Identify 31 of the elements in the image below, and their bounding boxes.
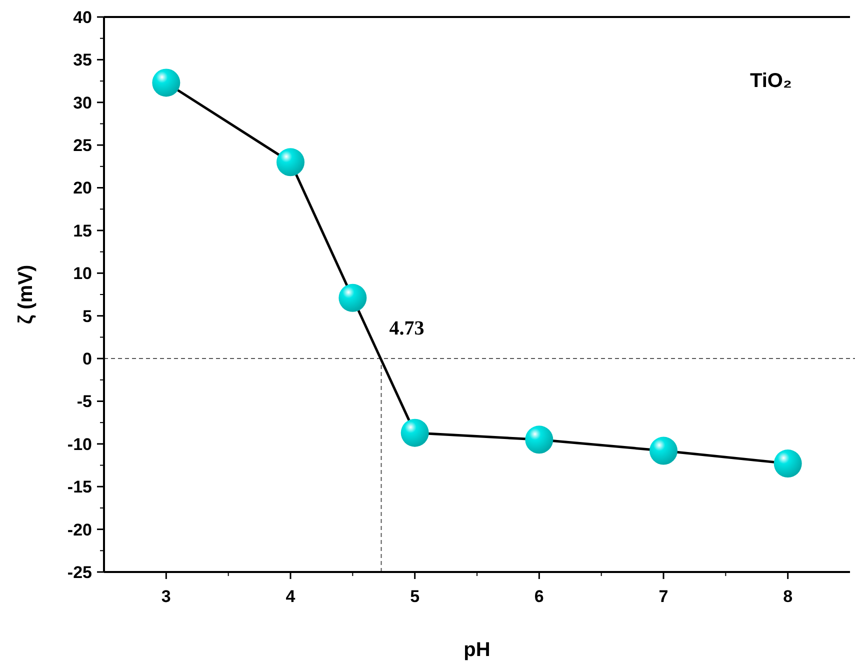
y-tick-label: -15: [67, 478, 92, 497]
y-tick-label: 5: [82, 306, 92, 326]
point: [400, 418, 429, 447]
ref-line-label: 4.73: [389, 318, 424, 340]
annotation: TiO₂: [750, 70, 792, 92]
x-axis-title: pH: [464, 639, 490, 661]
point: [152, 68, 180, 97]
point: [338, 284, 367, 312]
y-tick-label: 25: [73, 136, 92, 156]
y-tick-label: -20: [67, 520, 92, 540]
x-tick-label: 7: [658, 587, 668, 606]
y-tick-label: -5: [76, 392, 92, 412]
x-tick-label: 8: [783, 587, 793, 606]
point: [525, 426, 554, 454]
x-tick-label: 5: [410, 587, 420, 606]
point: [774, 450, 802, 478]
x-tick-label: 4: [286, 587, 296, 606]
y-tick-label: 20: [73, 178, 92, 198]
y-tick-label: 10: [73, 264, 92, 284]
y-tick-label: 35: [73, 50, 92, 70]
y-tick-label: -25: [67, 562, 92, 582]
y-tick-label: 40: [73, 8, 92, 27]
y-tick-label: 15: [73, 221, 92, 240]
point: [650, 436, 678, 465]
y-tick-label: 30: [73, 93, 92, 112]
x-tick-label: 6: [534, 587, 544, 606]
x-tick-label: 3: [161, 587, 171, 606]
point: [276, 148, 304, 176]
y-tick-label: -10: [67, 434, 92, 454]
y-axis-title: ζ (mV): [15, 264, 37, 324]
y-tick-label: 0: [82, 349, 92, 368]
